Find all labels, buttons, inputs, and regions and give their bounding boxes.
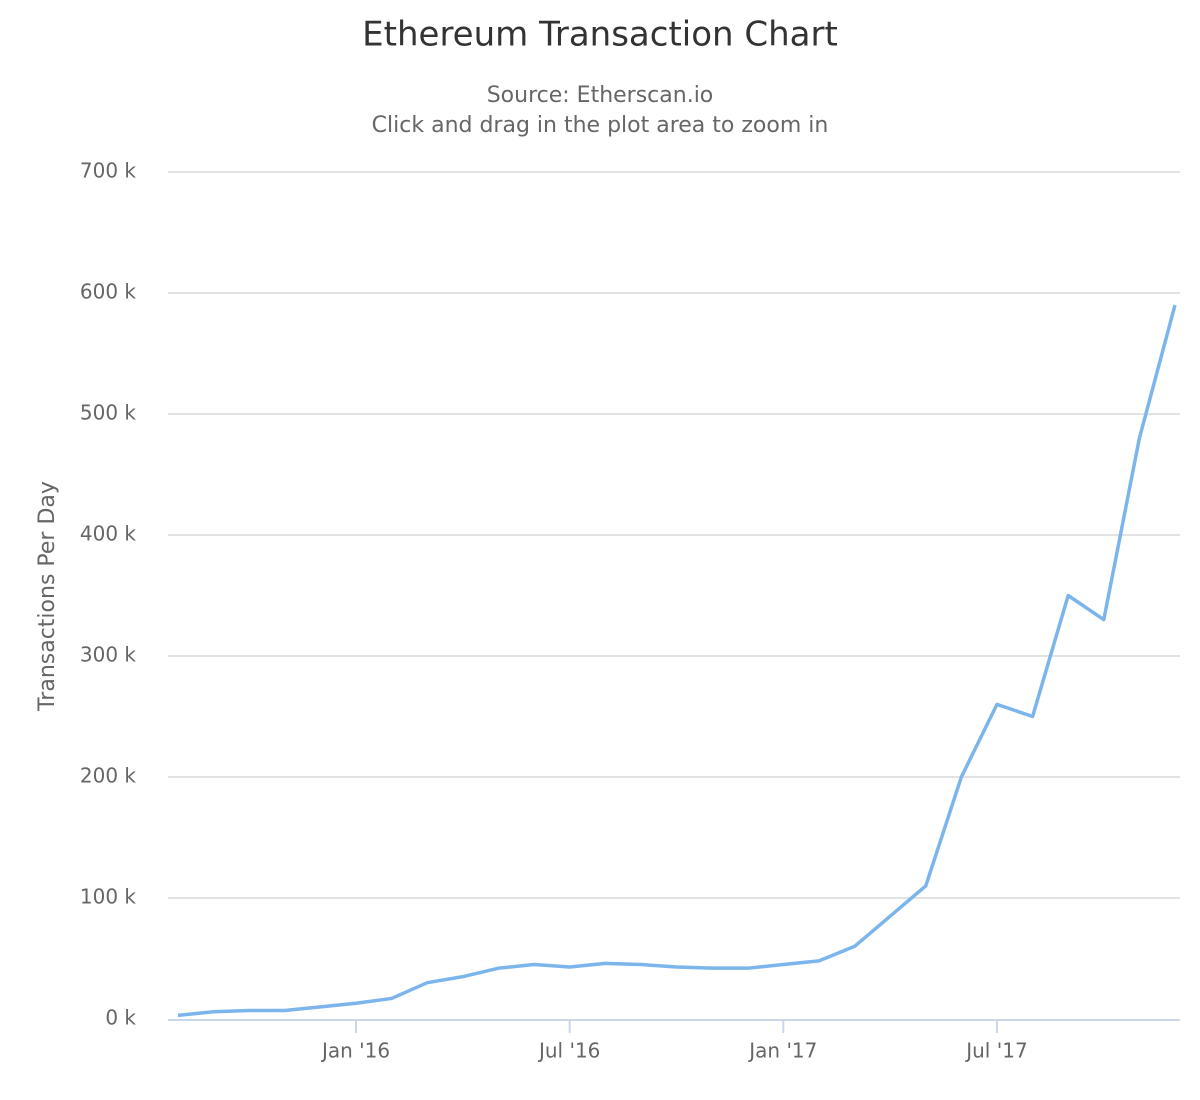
y-tick-label: 200 k xyxy=(80,764,137,788)
y-tick-label: 500 k xyxy=(80,401,137,425)
x-tick-label: Jan '16 xyxy=(320,1039,390,1063)
y-tick-label: 300 k xyxy=(80,643,137,667)
x-tick-label: Jul '16 xyxy=(537,1039,600,1063)
y-tick-label: 0 k xyxy=(105,1006,136,1030)
x-tick-label: Jan '17 xyxy=(747,1039,817,1063)
y-axis-label: Transactions Per Day xyxy=(35,481,60,712)
chart-title: Ethereum Transaction Chart xyxy=(362,15,838,55)
x-tick-label: Jul '17 xyxy=(964,1039,1027,1063)
y-tick-label: 600 k xyxy=(80,280,137,304)
subtitle: Source: Etherscan.io xyxy=(487,83,714,108)
y-tick-label: 700 k xyxy=(80,159,137,183)
y-tick-label: 100 k xyxy=(80,885,137,909)
y-tick-label: 400 k xyxy=(80,522,137,546)
series-line xyxy=(177,304,1177,1018)
subtitle: Click and drag in the plot area to zoom … xyxy=(372,113,829,138)
